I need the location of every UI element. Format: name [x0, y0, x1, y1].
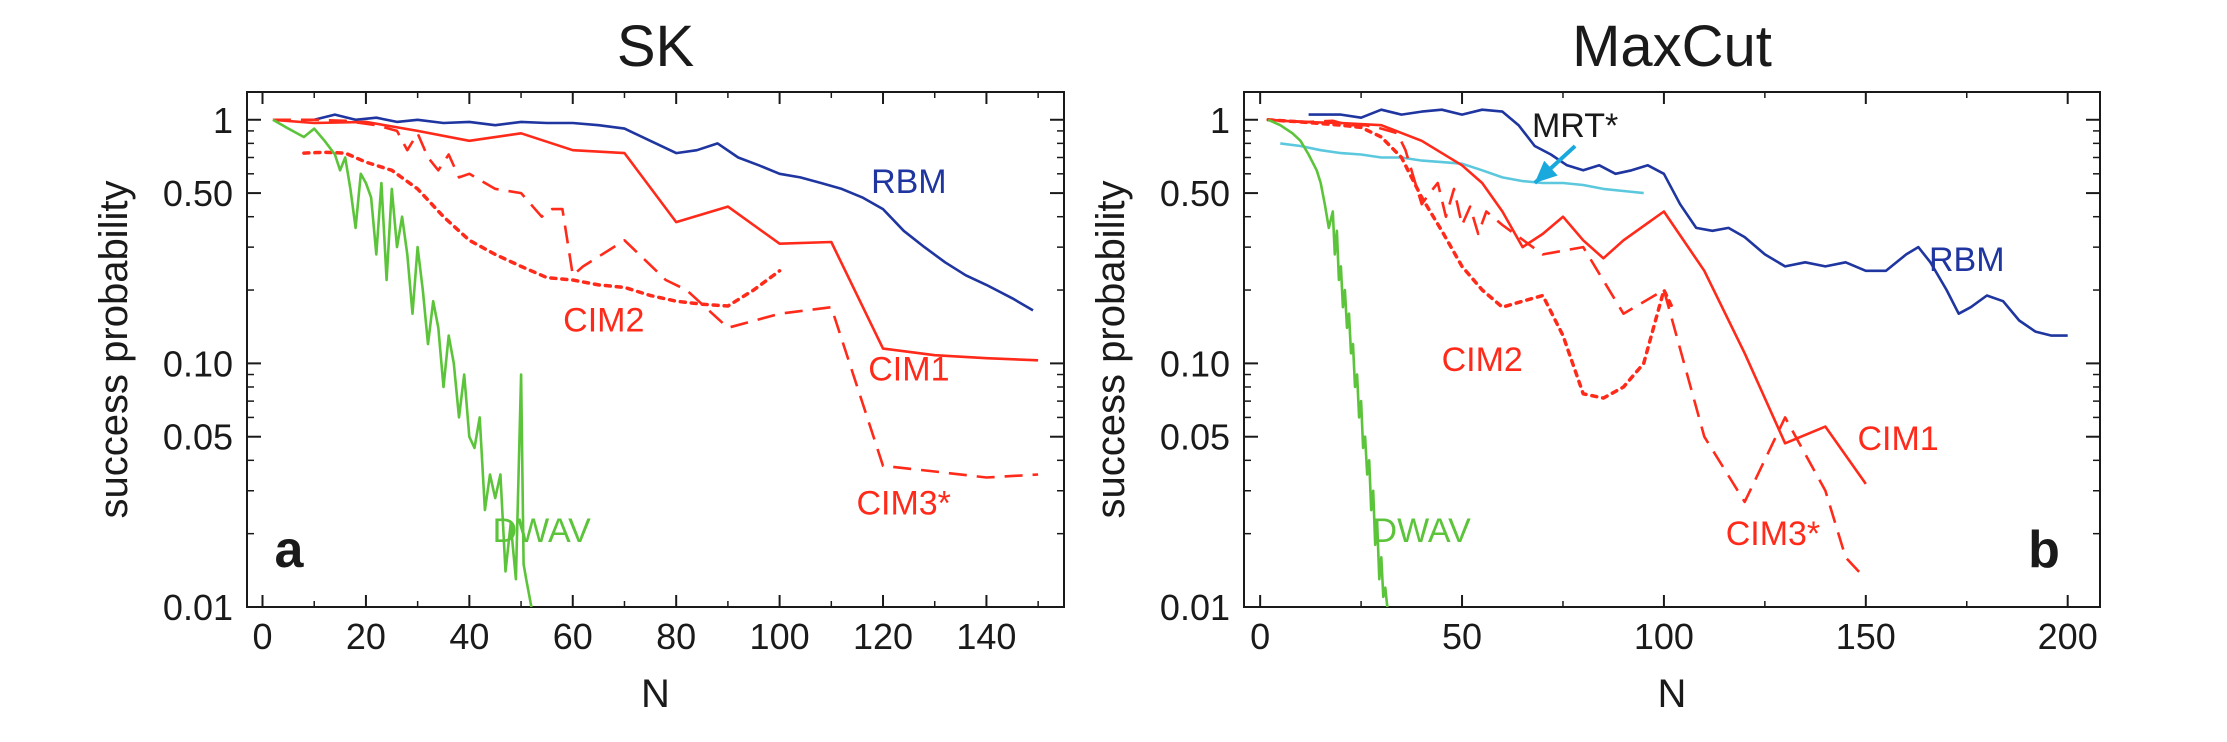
- x-axis-label: N: [1658, 672, 1687, 716]
- series-label: DWAV: [1373, 512, 1472, 550]
- x-tick-label: 0: [1250, 616, 1270, 657]
- x-tick-label: 60: [553, 616, 593, 657]
- x-axis-label: N: [641, 672, 670, 716]
- y-tick-label: 0.01: [1160, 587, 1230, 628]
- panel-maxcut: MaxCut success probability N b MRT* 0 50 1…: [1089, 14, 2101, 716]
- series-label: CIM3*: [1726, 515, 1820, 553]
- series-label: RBM: [1929, 241, 2005, 279]
- x-tick-label: 20: [346, 616, 386, 657]
- series-line-mrt: [1280, 142, 1644, 195]
- x-tick-label: 80: [656, 616, 696, 657]
- x-tick-label: 100: [1634, 616, 1694, 657]
- chart-title: SK: [617, 14, 695, 79]
- y-tick-label: 0.10: [163, 343, 233, 384]
- series-label: DWAV: [493, 512, 592, 550]
- series-label: CIM2: [563, 302, 644, 340]
- series-line-cim3: [1268, 118, 1867, 581]
- series-line-rbm: [1308, 108, 2068, 337]
- series-label: CIM3*: [856, 484, 950, 522]
- x-tick-label: 50: [1442, 616, 1482, 657]
- y-tick-label: 0.05: [163, 417, 233, 458]
- panel-label: b: [2028, 521, 2060, 579]
- x-tick-label: 100: [750, 616, 810, 657]
- panel-label: a: [275, 521, 305, 579]
- y-axis-label: success probability: [92, 181, 136, 519]
- y-tick-label: 0.01: [163, 587, 233, 628]
- series-label: RBM: [871, 163, 947, 201]
- plot-frame: [246, 91, 1065, 608]
- series-line-cim2: [1266, 118, 1674, 400]
- series-label: CIM1: [1857, 420, 1938, 458]
- annotation-arrowhead: [1534, 160, 1558, 184]
- y-tick-label: 0.50: [163, 173, 233, 214]
- series-line-rbm: [313, 113, 1034, 312]
- y-tick-label: 1: [1210, 100, 1230, 141]
- x-tick-label: 150: [1836, 616, 1896, 657]
- series-line-cim1: [272, 118, 1039, 362]
- x-tick-label: 200: [2038, 616, 2098, 657]
- series-line-cim1: [1268, 118, 1867, 485]
- series-label: CIM1: [868, 351, 949, 389]
- x-tick-label: 40: [449, 616, 489, 657]
- series-line-cim2: [302, 150, 782, 308]
- y-axis-label: success probability: [1089, 181, 1133, 519]
- x-tick-label: 120: [853, 616, 913, 657]
- y-tick-label: 0.10: [1160, 343, 1230, 384]
- series-label: CIM2: [1442, 341, 1523, 379]
- series-line-dwav: [1267, 118, 1389, 607]
- chart-title: MaxCut: [1572, 14, 1772, 79]
- series-line-cim3: [272, 118, 1039, 479]
- y-tick-label: 1: [213, 100, 233, 141]
- x-tick-label: 0: [252, 616, 272, 657]
- x-tick-label: 140: [956, 616, 1016, 657]
- annotation-label: MRT*: [1532, 107, 1618, 145]
- series-line-dwav: [272, 118, 533, 607]
- panel-sk: SK success probability N a 0 20 40 60 80 100 1…: [92, 14, 1065, 716]
- y-tick-label: 0.50: [1160, 173, 1230, 214]
- y-tick-label: 0.05: [1160, 417, 1230, 458]
- plot-frame: [1243, 91, 2101, 608]
